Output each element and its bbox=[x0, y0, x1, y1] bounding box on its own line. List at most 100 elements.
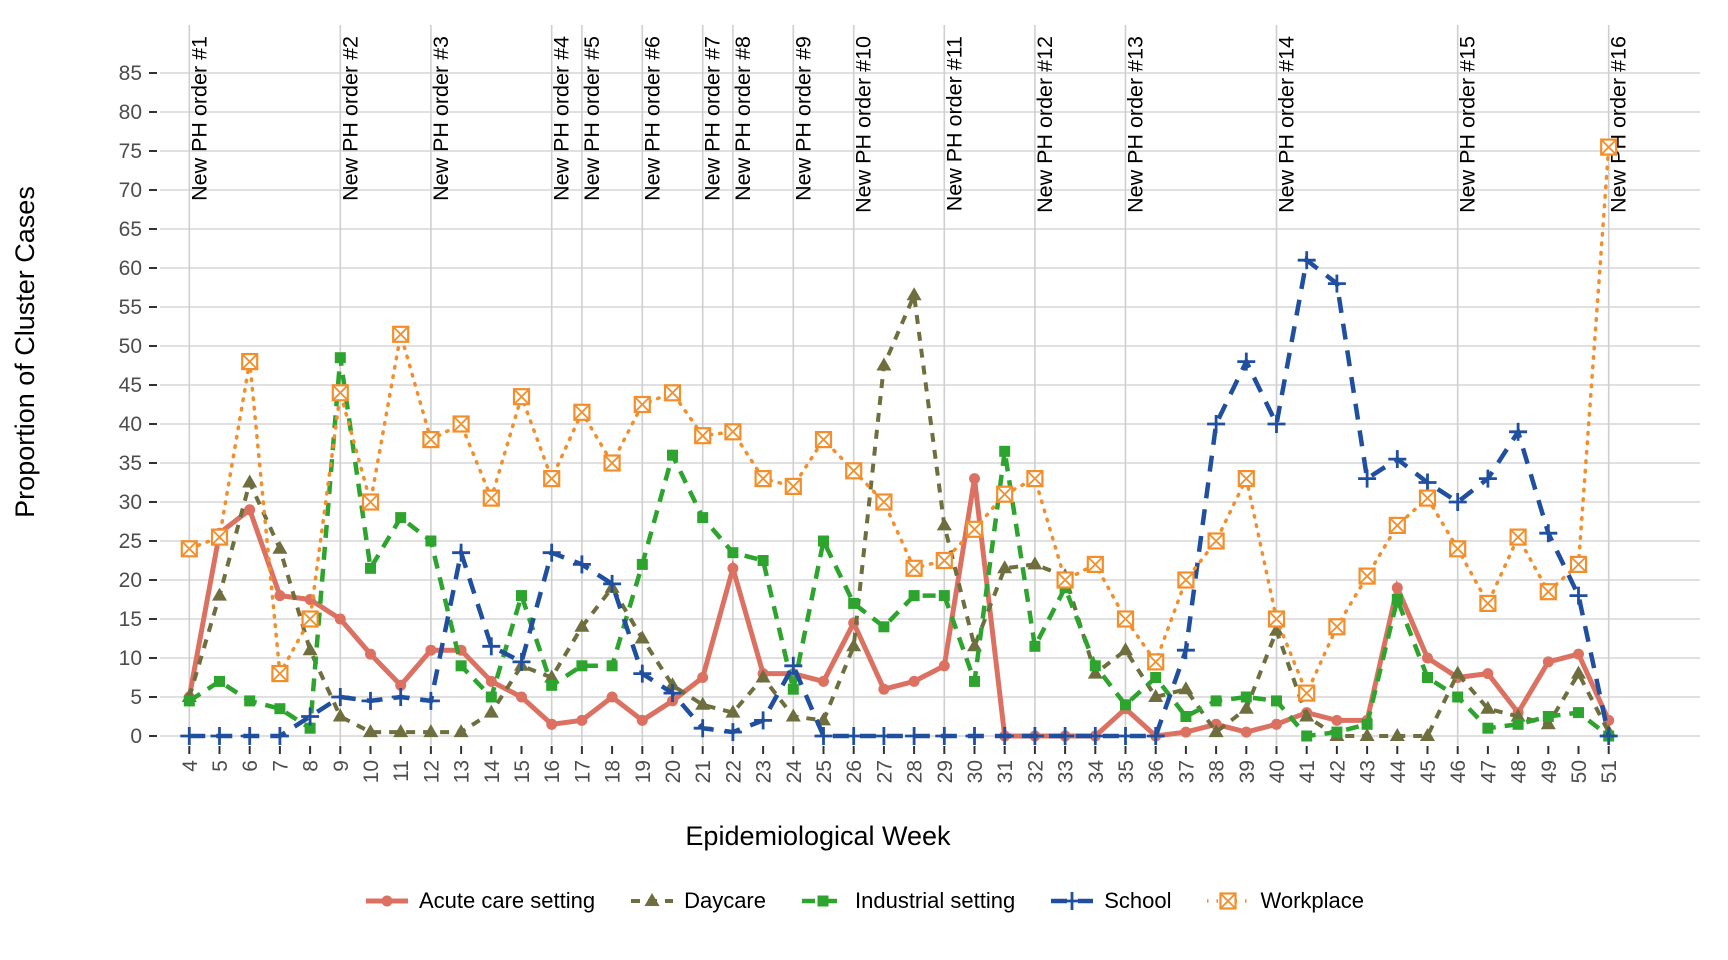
legend-label-workplace: Workplace bbox=[1260, 888, 1365, 913]
y-tick-label: 70 bbox=[119, 179, 142, 202]
x-tick-label-week-19: 19 bbox=[632, 760, 655, 783]
y-tick-label: 50 bbox=[119, 335, 142, 358]
y-tick-label: 5 bbox=[130, 686, 142, 709]
x-tick-label-week-48: 48 bbox=[1508, 760, 1531, 783]
x-tick-label-week-50: 50 bbox=[1568, 760, 1591, 783]
series-line-workplace bbox=[187, 145, 1611, 698]
x-tick-label-week-30: 30 bbox=[964, 760, 987, 783]
y-tick-label: 60 bbox=[119, 257, 142, 280]
ph-order-label-12: New PH order #12 bbox=[1033, 36, 1057, 213]
x-tick-label-week-47: 47 bbox=[1477, 760, 1500, 783]
ph-order-lines-layer: New PH order #1 New PH order #2 New PH ord… bbox=[187, 25, 1631, 745]
ph-order-label-13: New PH order #13 bbox=[1124, 36, 1148, 213]
x-tick-label-week-36: 36 bbox=[1145, 760, 1168, 783]
y-tick-label: 65 bbox=[119, 218, 142, 241]
x-tick-label-week-41: 41 bbox=[1296, 760, 1319, 783]
x-tick-label-week-20: 20 bbox=[662, 760, 685, 783]
x-tick-label-week-12: 12 bbox=[420, 760, 443, 783]
ph-order-label-14: New PH order #14 bbox=[1275, 36, 1299, 213]
x-tick-label-week-26: 26 bbox=[843, 760, 866, 783]
x-tick-label-week-9: 9 bbox=[330, 760, 353, 772]
ph-order-label-15: New PH order #15 bbox=[1456, 36, 1480, 213]
x-tick-label-week-24: 24 bbox=[783, 760, 806, 784]
ph-order-label-11: New PH order #11 bbox=[942, 36, 966, 211]
legend-label-daycare: Daycare bbox=[684, 888, 766, 913]
x-tick-label-week-45: 45 bbox=[1417, 760, 1440, 783]
legend-key-school-icon bbox=[1051, 892, 1094, 910]
x-tick-label-week-11: 11 bbox=[390, 760, 413, 782]
x-tick-label-week-42: 42 bbox=[1326, 760, 1349, 783]
x-tick-label-week-43: 43 bbox=[1357, 760, 1380, 783]
ph-order-label-16: New PH order #16 bbox=[1607, 36, 1631, 213]
series-markers-workplace bbox=[180, 138, 1618, 702]
x-tick-label-week-21: 21 bbox=[692, 760, 715, 783]
y-tick-label: 40 bbox=[119, 413, 142, 436]
y-tick-label: 25 bbox=[119, 530, 142, 553]
x-tick-label-week-5: 5 bbox=[209, 760, 232, 772]
y-tick-label: 10 bbox=[119, 647, 142, 670]
ph-order-label-6: New PH order #6 bbox=[640, 36, 664, 201]
legend-key-industrial-setting-icon bbox=[802, 895, 844, 907]
ph-order-label-1: New PH order #1 bbox=[187, 36, 211, 201]
chart-legend: Acute care setting Daycare Industrial sett… bbox=[0, 888, 1728, 914]
ph-order-label-7: New PH order #7 bbox=[701, 36, 725, 201]
y-tick-label: 35 bbox=[119, 452, 142, 475]
series-layer bbox=[180, 138, 1618, 745]
ph-order-label-8: New PH order #8 bbox=[731, 36, 755, 201]
x-tick-label-week-14: 14 bbox=[481, 760, 504, 784]
y-tick-label: 20 bbox=[119, 569, 142, 592]
series-industrial-setting bbox=[183, 352, 1615, 742]
x-tick-label-week-31: 31 bbox=[994, 760, 1017, 783]
x-tick-label-week-34: 34 bbox=[1085, 760, 1108, 784]
y-tick-label: 55 bbox=[119, 296, 142, 319]
x-tick-label-week-39: 39 bbox=[1236, 760, 1259, 783]
y-tick-label: 80 bbox=[119, 101, 142, 124]
series-workplace bbox=[180, 138, 1618, 702]
x-tick-label-week-35: 35 bbox=[1115, 760, 1138, 783]
ph-order-label-9: New PH order #9 bbox=[791, 36, 815, 201]
series-line-daycare bbox=[187, 287, 1611, 738]
x-tick-label-week-25: 25 bbox=[813, 760, 836, 783]
x-tick-label-week-28: 28 bbox=[904, 760, 927, 783]
x-tick-label-week-8: 8 bbox=[300, 760, 323, 772]
x-axis-title: Epidemiological Week bbox=[685, 821, 951, 851]
ph-order-label-2: New PH order #2 bbox=[338, 36, 362, 201]
legend-key-daycare-icon bbox=[631, 893, 674, 906]
x-tick-label-week-44: 44 bbox=[1387, 760, 1410, 784]
legend-item-acute-care-setting: Acute care setting bbox=[364, 888, 595, 914]
x-tick-label-week-32: 32 bbox=[1024, 760, 1047, 783]
x-tick-label-week-17: 17 bbox=[571, 760, 594, 783]
x-tick-label-week-16: 16 bbox=[541, 760, 564, 783]
series-markers-school bbox=[180, 251, 1618, 745]
legend-item-workplace: Workplace bbox=[1205, 888, 1364, 914]
x-tick-label-week-29: 29 bbox=[934, 760, 957, 783]
legend-item-industrial-setting: Industrial setting bbox=[800, 888, 1015, 914]
x-tick-label-week-49: 49 bbox=[1538, 760, 1561, 783]
y-tick-label: 45 bbox=[119, 374, 142, 397]
legend-key-acute-care-setting-icon bbox=[365, 895, 408, 907]
x-tick-label-week-46: 46 bbox=[1447, 760, 1470, 783]
y-tick-label: 75 bbox=[119, 140, 142, 163]
legend-item-school: School bbox=[1049, 888, 1171, 914]
ph-order-label-3: New PH order #3 bbox=[429, 36, 453, 201]
legend-label-acute-care-setting: Acute care setting bbox=[418, 888, 596, 913]
legend-label-school: School bbox=[1104, 888, 1172, 913]
ph-order-label-5: New PH order #5 bbox=[580, 36, 604, 201]
series-school bbox=[180, 251, 1618, 745]
series-markers-industrial-setting bbox=[183, 352, 1615, 742]
x-tick-label-week-22: 22 bbox=[722, 760, 745, 783]
ph-order-label-4: New PH order #4 bbox=[550, 36, 574, 201]
x-tick-label-week-15: 15 bbox=[511, 760, 534, 783]
x-tick-label-week-51: 51 bbox=[1598, 760, 1621, 783]
y-tick-label: 0 bbox=[130, 725, 142, 748]
y-axis-title: Proportion of Cluster Cases bbox=[10, 186, 40, 518]
x-tick-label-week-38: 38 bbox=[1206, 760, 1229, 783]
legend-key-workplace-icon bbox=[1207, 892, 1250, 910]
y-tick-label: 85 bbox=[119, 62, 142, 85]
x-tick-label-week-27: 27 bbox=[873, 760, 896, 783]
legend-item-daycare: Daycare bbox=[629, 888, 766, 914]
series-line-industrial-setting bbox=[188, 357, 1611, 739]
